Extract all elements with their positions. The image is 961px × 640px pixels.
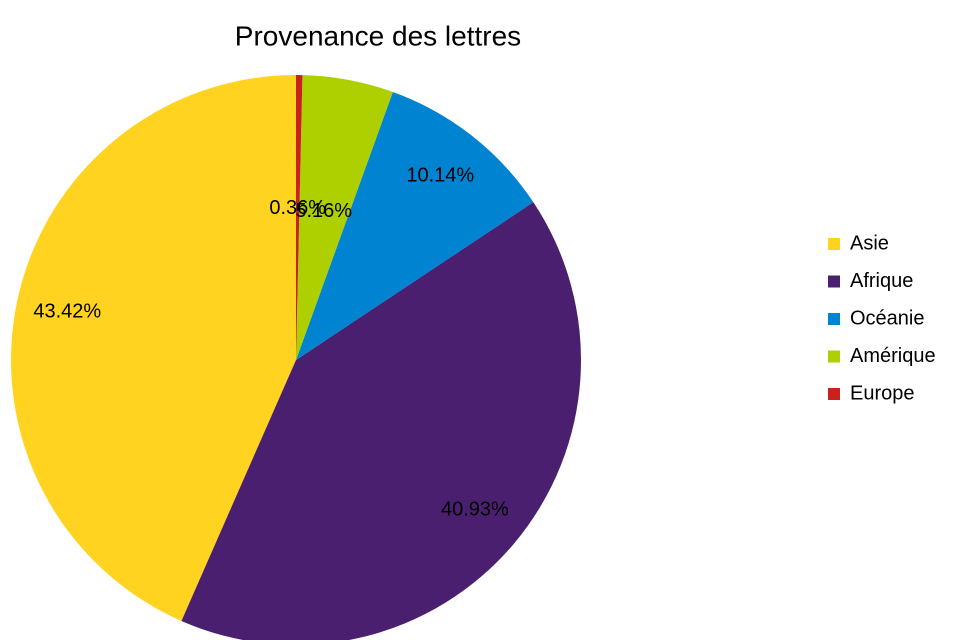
data-label: 0.36% <box>269 197 326 219</box>
pie-slice <box>296 75 303 360</box>
legend-swatch <box>828 388 840 400</box>
data-label: 40.93% <box>441 499 509 521</box>
chart-title: Provenance des lettres <box>235 20 521 51</box>
legend-label: Amérique <box>850 345 936 367</box>
legend-label: Asie <box>850 232 889 254</box>
legend-swatch <box>828 238 840 250</box>
legend-swatch <box>828 350 840 363</box>
pie-slice <box>10 75 296 621</box>
legend-swatch <box>828 313 840 325</box>
legend-swatch <box>828 275 840 288</box>
data-label: 10.14% <box>406 164 474 186</box>
data-label: 5.16% <box>295 200 352 222</box>
pie-slice <box>296 75 393 361</box>
pie-slice <box>296 91 534 360</box>
pie-slice <box>181 202 581 640</box>
data-label: 43.42% <box>33 300 101 322</box>
legend-label: Océanie <box>850 307 925 329</box>
legend-label: Europe <box>850 382 915 404</box>
legend-label: Afrique <box>850 270 913 292</box>
